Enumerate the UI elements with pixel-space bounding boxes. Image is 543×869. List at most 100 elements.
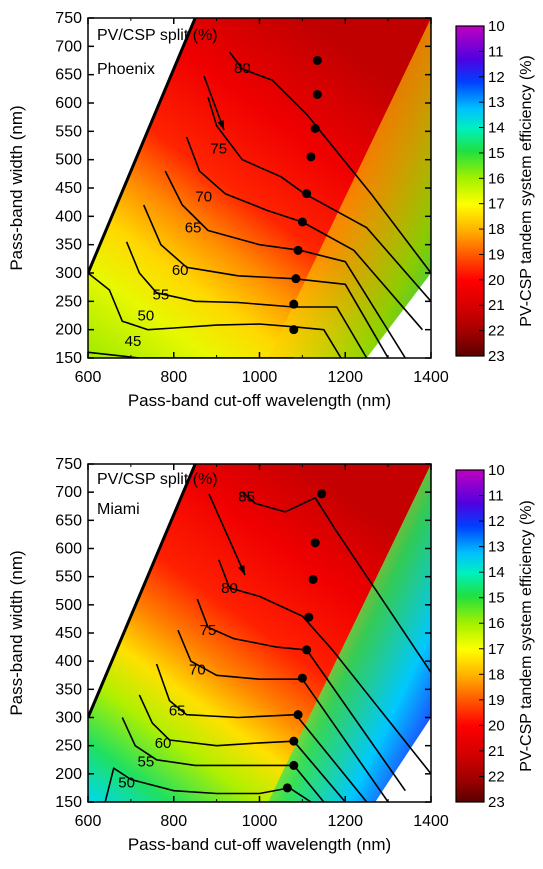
optimal-point bbox=[306, 152, 316, 162]
y-tick-label: 400 bbox=[55, 208, 82, 225]
optimal-point bbox=[291, 274, 301, 284]
contour-label: 75 bbox=[200, 622, 217, 639]
contour-label: 50 bbox=[138, 308, 155, 325]
y-tick-label: 450 bbox=[55, 625, 82, 642]
colorbar-tick-label: 19 bbox=[488, 692, 505, 709]
location-label: Phoenix bbox=[97, 61, 155, 78]
location-label: Miami bbox=[97, 501, 140, 518]
contour-label: 55 bbox=[153, 287, 170, 304]
colorbar-tick-label: 11 bbox=[488, 488, 504, 505]
colorbar-tick-label: 18 bbox=[488, 221, 505, 238]
y-tick-label: 300 bbox=[55, 265, 82, 282]
colorbar-tick-label: 18 bbox=[488, 666, 505, 683]
optimal-point bbox=[293, 710, 303, 720]
x-axis-label: Pass-band cut-off wavelength (nm) bbox=[128, 835, 391, 854]
colorbar-tick-label: 16 bbox=[488, 615, 505, 632]
feasibility-boundary bbox=[88, 18, 197, 274]
contour-label: 85 bbox=[238, 489, 255, 506]
contour-label: 70 bbox=[195, 189, 212, 206]
contour-label: 60 bbox=[155, 735, 172, 752]
colorbar-tick-label: 10 bbox=[488, 18, 505, 35]
y-tick-label: 650 bbox=[55, 512, 82, 529]
colorbar-tick-label: 21 bbox=[488, 743, 505, 760]
contour-label: 80 bbox=[234, 60, 251, 77]
contour-line bbox=[125, 241, 368, 358]
contour-label: 60 bbox=[172, 262, 189, 279]
y-tick-label: 450 bbox=[55, 180, 82, 197]
colorbar-tick-label: 23 bbox=[488, 348, 505, 365]
y-tick-label: 500 bbox=[55, 152, 82, 169]
y-tick-label: 150 bbox=[55, 350, 82, 367]
optimal-point bbox=[289, 736, 299, 746]
optimal-point bbox=[312, 90, 322, 99]
x-tick-label: 800 bbox=[160, 813, 187, 830]
efficiency-falloff bbox=[268, 464, 431, 802]
y-axis-label: Pass-band width (nm) bbox=[7, 550, 26, 715]
colorbar-tick-label: 12 bbox=[488, 513, 505, 530]
colorbar-tick-label: 13 bbox=[488, 539, 505, 556]
colorbar-tick-label: 17 bbox=[488, 196, 505, 213]
contour-line bbox=[177, 629, 389, 802]
colorbar-tick-label: 10 bbox=[488, 462, 505, 479]
optimal-point bbox=[317, 489, 327, 499]
y-tick-label: 700 bbox=[55, 484, 82, 501]
arrow-head bbox=[217, 120, 224, 130]
contour-line bbox=[185, 136, 424, 331]
x-tick-label: 1000 bbox=[242, 369, 278, 386]
contour-line bbox=[196, 598, 406, 792]
optimal-point bbox=[308, 574, 318, 584]
x-tick-label: 800 bbox=[160, 369, 187, 386]
contour-label: 75 bbox=[210, 140, 227, 157]
optimal-point bbox=[302, 645, 312, 655]
y-tick-label: 700 bbox=[55, 38, 82, 55]
y-tick-label: 300 bbox=[55, 710, 82, 727]
optimal-point bbox=[310, 538, 320, 548]
annotation-arrow bbox=[203, 75, 225, 131]
infeasible-region-lower bbox=[366, 273, 431, 358]
y-axis-label: Pass-band width (nm) bbox=[7, 105, 26, 270]
annotation-arrow bbox=[208, 493, 246, 576]
y-tick-label: 400 bbox=[55, 653, 82, 670]
colorbar-tick-label: 20 bbox=[488, 272, 505, 289]
contour-line bbox=[155, 663, 368, 802]
y-tick-label: 250 bbox=[55, 738, 82, 755]
colorbar-tick-label: 19 bbox=[488, 246, 505, 263]
y-tick-label: 750 bbox=[55, 10, 82, 27]
optimal-point bbox=[282, 783, 292, 793]
feasibility-boundary bbox=[88, 464, 197, 719]
contour-label: 65 bbox=[185, 220, 202, 237]
contour-label: 45 bbox=[125, 333, 142, 350]
optimal-point bbox=[289, 325, 299, 335]
optimal-point bbox=[304, 612, 314, 622]
y-tick-label: 750 bbox=[55, 456, 82, 473]
colorbar bbox=[455, 469, 485, 803]
optimal-point bbox=[297, 673, 307, 683]
optimal-point bbox=[289, 760, 299, 770]
optimal-point bbox=[293, 245, 303, 255]
x-tick-label: 1000 bbox=[242, 813, 278, 830]
contour-line bbox=[228, 51, 431, 274]
colorbar-tick-label: 22 bbox=[488, 323, 505, 340]
arrow-head bbox=[238, 565, 245, 575]
annotation-title: PV/CSP split (%) bbox=[97, 27, 218, 44]
optimal-point bbox=[297, 217, 307, 227]
colorbar-tick-label: 20 bbox=[488, 717, 505, 734]
colorbar-label: PV-CSP tandem system efficiency (%) bbox=[518, 55, 535, 327]
y-tick-label: 200 bbox=[55, 322, 82, 339]
infeasible-region-lower bbox=[375, 717, 431, 802]
x-axis-label: Pass-band cut-off wavelength (nm) bbox=[128, 391, 391, 410]
colorbar-tick-label: 16 bbox=[488, 170, 505, 187]
optimal-point bbox=[310, 124, 320, 133]
colorbar-tick-label: 13 bbox=[488, 94, 505, 111]
contour-line bbox=[241, 491, 431, 673]
y-tick-label: 150 bbox=[55, 794, 82, 811]
colorbar-tick-label: 14 bbox=[488, 120, 505, 137]
colorbar-tick-label: 21 bbox=[488, 297, 505, 314]
y-tick-label: 600 bbox=[55, 95, 82, 112]
contour-label: 65 bbox=[169, 703, 186, 720]
contour-line bbox=[207, 97, 431, 302]
